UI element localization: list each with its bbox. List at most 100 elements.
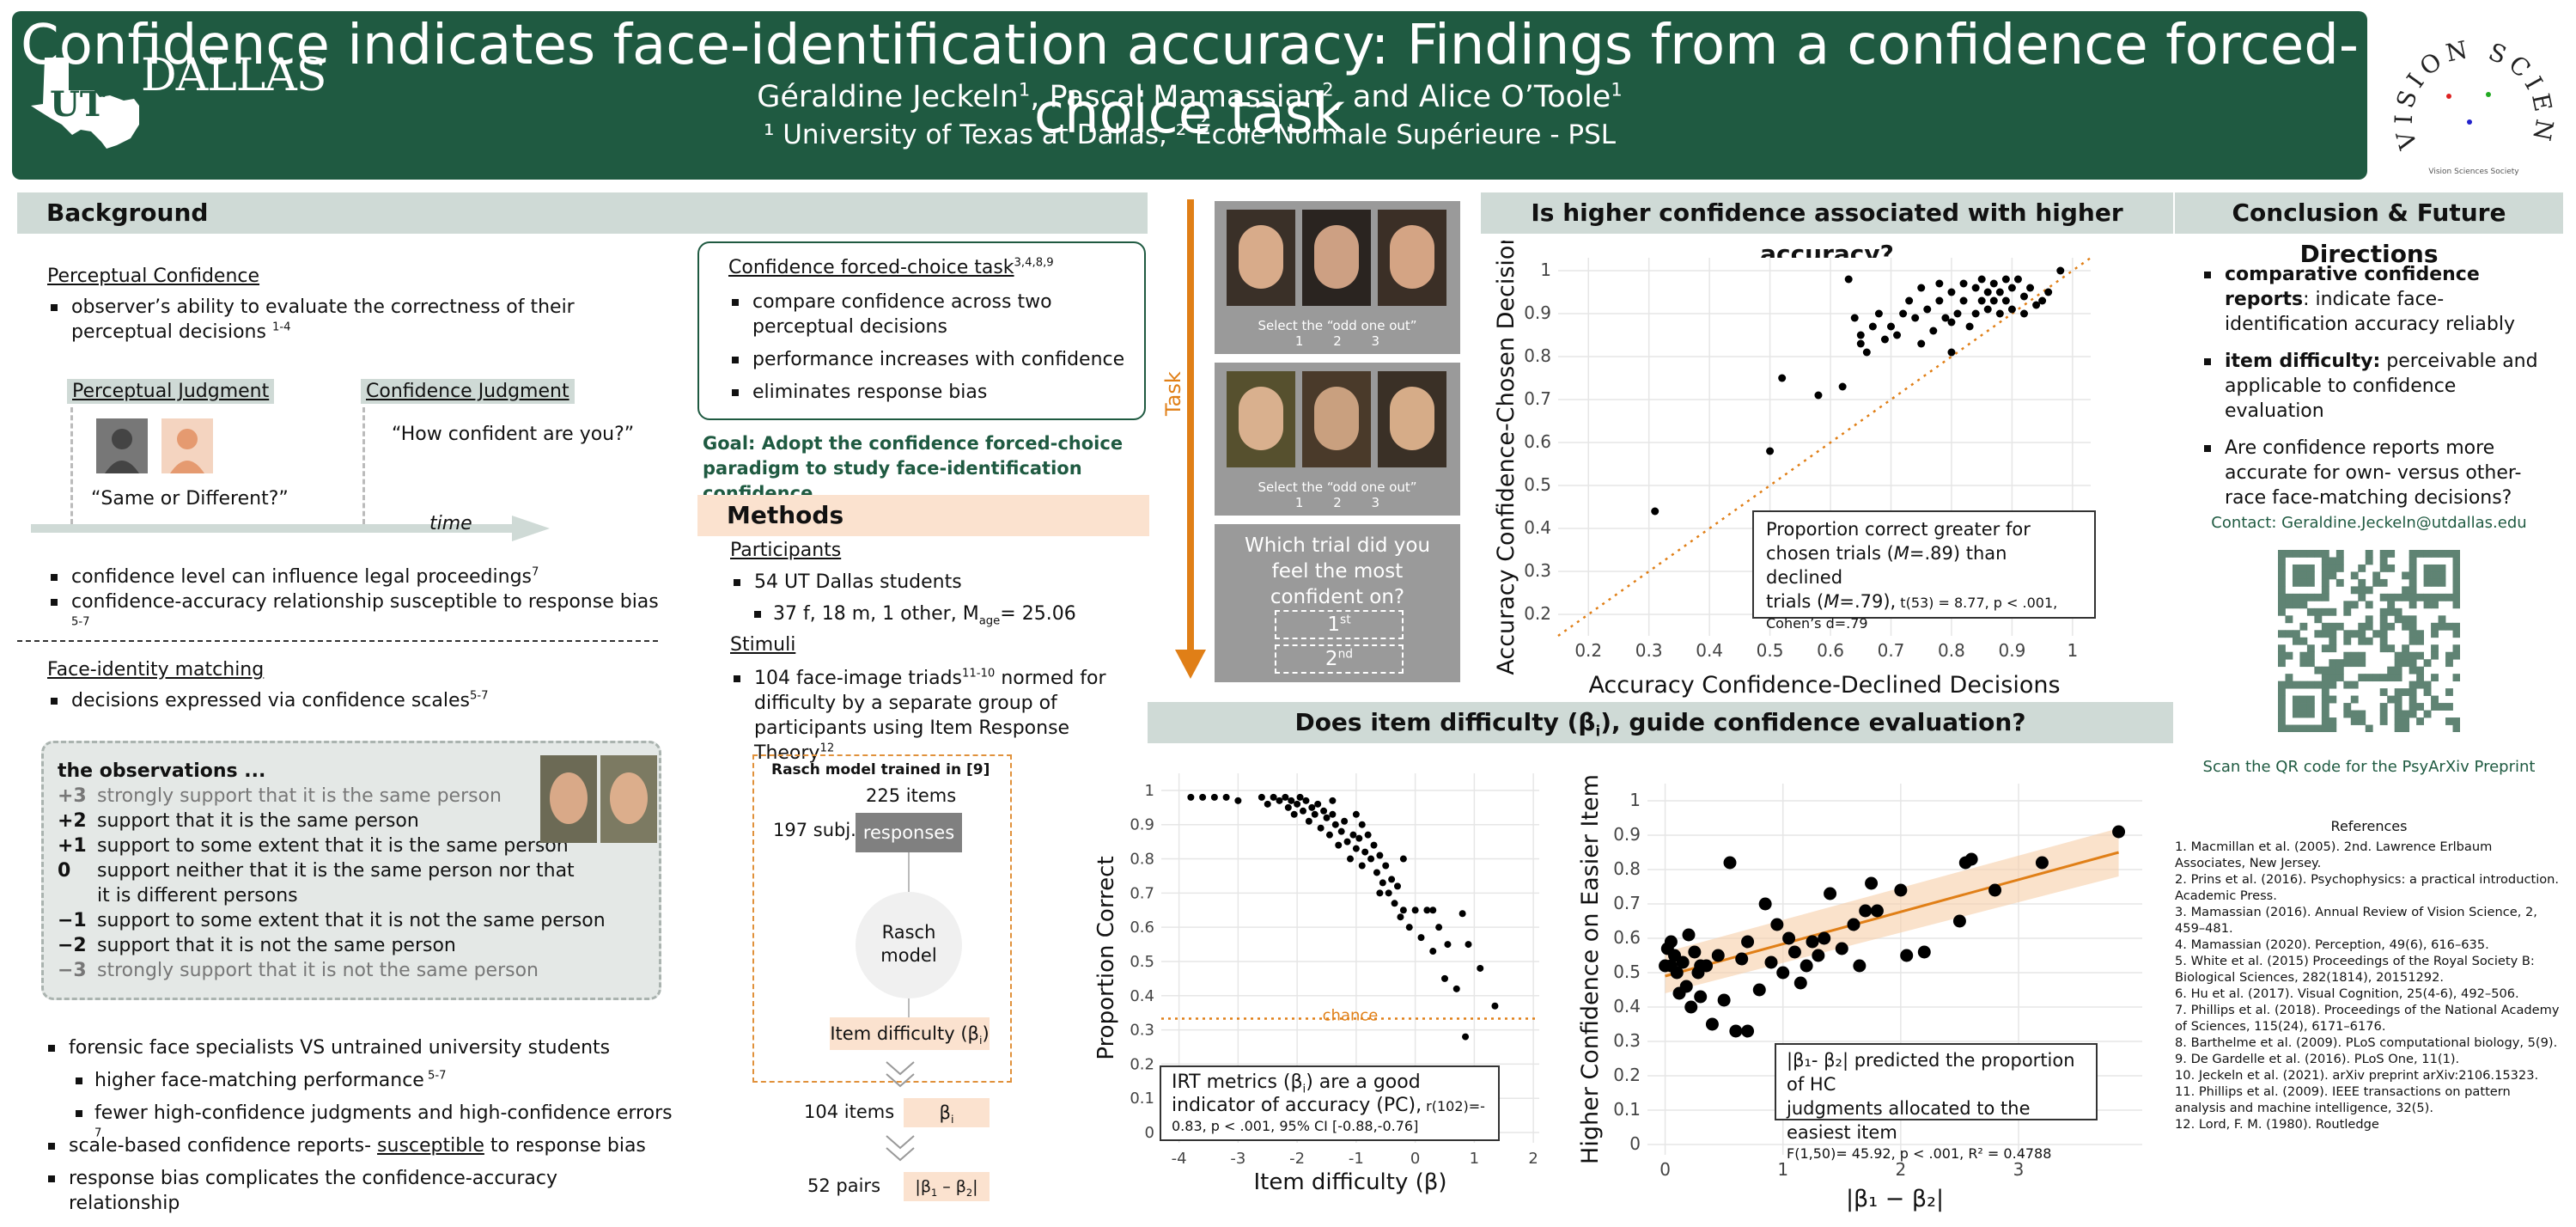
reference-item: 5. White et al. (2015) Proceedings of th…	[2175, 954, 2535, 985]
data-point	[1859, 904, 1873, 918]
qr-module	[2402, 688, 2410, 696]
list-item: response bias complicates the confidence…	[45, 1166, 672, 1216]
qr-module	[2438, 578, 2446, 587]
data-point	[1684, 1000, 1698, 1014]
qr-module	[2431, 571, 2439, 580]
qr-module	[2416, 550, 2424, 558]
qr-module	[2431, 593, 2439, 601]
qr-module	[2292, 637, 2300, 645]
qr-module	[2329, 724, 2337, 732]
data-point	[1429, 948, 1437, 955]
y-axis-label: Higher Confidence on Easier Item	[1577, 774, 1604, 1164]
contact-email[interactable]: Contact: Geraldine.Jeckeln@utdallas.edu	[2211, 514, 2527, 532]
qr-module	[2321, 695, 2329, 704]
qr-module	[2438, 550, 2446, 558]
x-tick-label: 0.3	[1635, 640, 1663, 661]
qr-module	[2365, 724, 2373, 732]
scale-row: +1 support to some extent that it is the …	[58, 835, 569, 857]
qr-module	[2329, 637, 2337, 645]
qr-module	[2409, 578, 2417, 587]
qr-module	[2292, 724, 2300, 732]
data-point	[1923, 305, 1932, 314]
qr-module	[2387, 695, 2396, 704]
qr-module	[2394, 724, 2402, 732]
list-item: confidence level can influence legal pro…	[47, 565, 666, 589]
qr-module	[2306, 644, 2315, 653]
participants-sublist: 37 f, 18 m, 1 other, Mage= 25.06	[751, 601, 1146, 626]
data-point	[1651, 507, 1659, 516]
qr-module	[2423, 593, 2432, 601]
qr-module	[2423, 571, 2432, 580]
second-trial-option[interactable]: 2nd	[1275, 644, 1404, 674]
x-axis-label: Accuracy Confidence-Declined Decisions	[1588, 672, 2060, 699]
y-tick-label: 0.6	[1613, 927, 1641, 948]
data-point	[1370, 841, 1378, 849]
data-point	[1376, 852, 1384, 859]
data-point	[1379, 879, 1386, 887]
data-point	[1766, 447, 1775, 455]
data-point	[2044, 288, 2053, 296]
qr-module	[2329, 630, 2337, 638]
x-tick-label: 1	[1777, 1159, 1788, 1180]
timeline-marker	[362, 407, 365, 524]
qr-module	[2292, 601, 2300, 609]
qr-module	[2358, 637, 2366, 645]
qr-code-icon[interactable]	[2278, 550, 2460, 732]
scale-row: 0 support neither that it is the same per…	[58, 860, 575, 882]
qr-module	[2314, 607, 2323, 616]
qr-module	[2452, 578, 2460, 587]
qr-module	[2423, 578, 2432, 587]
texas-logo-icon: UT	[31, 58, 139, 149]
qr-module	[2299, 578, 2308, 587]
qr-module	[2321, 622, 2329, 631]
qr-module	[2452, 557, 2460, 565]
qr-module	[2409, 637, 2417, 645]
qr-module	[2365, 586, 2373, 595]
qr-module	[2292, 681, 2300, 689]
forensic-sublist: higher face-matching performance 5-7 few…	[72, 1068, 673, 1151]
data-point	[1778, 374, 1787, 382]
qr-module	[2329, 666, 2337, 675]
data-point	[1444, 941, 1452, 949]
data-point	[1290, 810, 1298, 818]
qr-module	[2306, 703, 2315, 711]
qr-module	[2329, 571, 2337, 580]
data-point	[1971, 284, 1980, 292]
qr-module	[2387, 644, 2396, 653]
data-point	[1288, 797, 1295, 804]
qr-module	[2358, 674, 2366, 682]
y-tick-label: 0	[1145, 1124, 1154, 1142]
data-point	[1270, 793, 1277, 801]
qr-module	[2387, 607, 2396, 616]
qr-module	[2285, 615, 2293, 624]
qr-module	[2438, 615, 2446, 624]
qr-module	[2285, 593, 2293, 601]
qr-module	[2299, 724, 2308, 732]
data-point	[1880, 335, 1889, 344]
data-point	[1893, 331, 1902, 339]
first-trial-option[interactable]: 1st	[1275, 610, 1404, 639]
qr-module	[2321, 688, 2329, 696]
qr-module	[2321, 593, 2329, 601]
task-arrow-label: Task	[1161, 371, 1185, 416]
trial-panel-1: Select the “odd one out” 1 2 3	[1215, 201, 1460, 354]
data-point	[1385, 889, 1392, 897]
svg-text:VISION SCIENCES SOCIETY: VISION SCIENCES SOCIETY	[2384, 17, 2559, 153]
qr-module	[2343, 651, 2352, 660]
data-point	[1887, 322, 1895, 331]
responses-box: responses	[856, 813, 962, 852]
data-point	[1314, 800, 1322, 808]
data-point	[1358, 862, 1366, 870]
qr-module	[2292, 564, 2300, 572]
list-item: decisions expressed via confidence scale…	[47, 688, 666, 713]
confidence-question-panel: Which trial did you feel the most confid…	[1215, 524, 1460, 682]
data-point	[1329, 810, 1337, 818]
data-point	[1971, 309, 1980, 318]
qr-module	[2365, 622, 2373, 631]
qr-module	[2306, 695, 2315, 704]
data-point	[1331, 821, 1339, 828]
data-point	[2013, 275, 2022, 284]
data-point	[1391, 900, 1398, 907]
qr-module	[2365, 615, 2373, 624]
qr-module	[2387, 622, 2396, 631]
